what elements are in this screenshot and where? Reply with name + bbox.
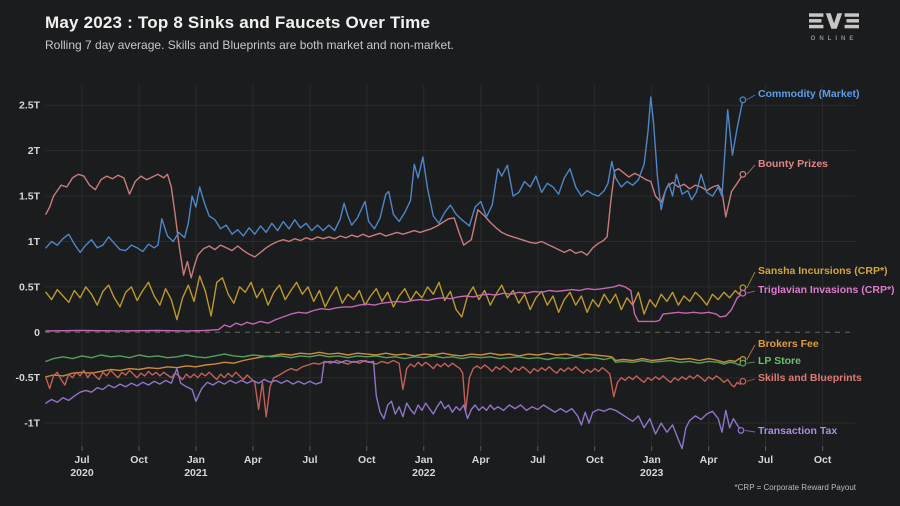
eve-logo-icon <box>809 13 859 29</box>
x-tick-label: Jan <box>415 454 433 466</box>
eve-logo-online-text: ONLINE <box>810 36 858 42</box>
label-connector-line <box>746 271 756 289</box>
x-tick-label: Jul <box>530 454 545 466</box>
x-tick-label: Jul <box>302 454 317 466</box>
page-subtitle: Rolling 7 day average. Skills and Bluepr… <box>45 38 454 52</box>
x-tick-year-label: 2022 <box>412 467 436 479</box>
series-label-commodity-market: Commodity (Market) <box>758 88 860 100</box>
x-tick-label: Jul <box>758 454 773 466</box>
x-tick-label: Oct <box>130 454 148 466</box>
series-line-skills-and-blueprints <box>45 359 756 418</box>
y-tick-label: 0.5T <box>19 281 41 293</box>
y-tick-label: 1.5T <box>19 191 41 203</box>
series-line-sansha-incursions-crp- <box>45 271 756 321</box>
line-end-marker <box>737 426 745 434</box>
x-tick-label: Oct <box>814 454 832 466</box>
line-end-marker <box>739 289 747 297</box>
series-label-bounty-prizes: Bounty Prizes <box>758 158 829 170</box>
label-connector-line <box>746 344 756 360</box>
x-tick-year-label: 2023 <box>640 467 664 479</box>
y-tick-label: 2T <box>28 145 41 157</box>
series-line-lp-store <box>45 353 756 367</box>
y-tick-label: -0.5T <box>15 372 40 384</box>
line-end-marker <box>739 359 747 367</box>
y-tick-label: 0 <box>34 327 40 339</box>
series-label-triglavian-invasions: Triglavian Invasions (CRP*) <box>758 284 895 296</box>
eve-online-logo: ONLINE <box>806 13 862 42</box>
label-connector-line <box>746 94 756 101</box>
line-end-marker <box>739 377 747 385</box>
x-tick-label: Jan <box>643 454 661 466</box>
label-connector-line <box>746 361 756 364</box>
series-line-bounty-prizes <box>45 164 756 279</box>
label-connector-line <box>746 378 756 382</box>
y-tick-label: 2.5T <box>19 100 41 112</box>
label-connector-line <box>746 290 756 294</box>
y-tick-label: -1T <box>24 418 40 430</box>
x-tick-label: Jan <box>187 454 205 466</box>
x-tick-label: Apr <box>700 454 718 466</box>
series-label-lp-store: LP Store <box>758 355 801 367</box>
series-line-transaction-tax <box>45 359 756 450</box>
x-tick-label: Jul <box>74 454 89 466</box>
chart-header: May 2023 : Top 8 Sinks and Faucets Over … <box>45 13 454 52</box>
x-tick-label: Apr <box>244 454 262 466</box>
series-line-triglavian-invasions-crp- <box>45 284 756 332</box>
x-tick-year-label: 2021 <box>184 467 208 479</box>
series-line-commodity-market- <box>45 94 756 254</box>
label-connector-line <box>746 164 756 175</box>
x-tick-label: Oct <box>586 454 604 466</box>
x-tick-year-label: 2020 <box>70 467 94 479</box>
x-tick-label: Oct <box>358 454 376 466</box>
page-title: May 2023 : Top 8 Sinks and Faucets Over … <box>45 13 431 32</box>
x-tick-label: Apr <box>472 454 490 466</box>
y-tick-label: 1T <box>28 236 41 248</box>
series-label-sansha-incursions: Sansha Incursions (CRP*) <box>758 265 888 277</box>
series-label-transaction-tax: Transaction Tax <box>758 425 838 437</box>
series-label-brokers-fee: Brokers Fee <box>758 338 819 350</box>
gridlines <box>45 85 855 445</box>
line-end-marker <box>739 170 747 178</box>
series-label-skills-and-blueprints: Skills and Blueprints <box>758 372 862 384</box>
line-end-marker <box>739 96 747 104</box>
crp-footnote: *CRP = Corporate Reward Payout <box>734 483 856 492</box>
label-connector-line <box>744 429 756 433</box>
